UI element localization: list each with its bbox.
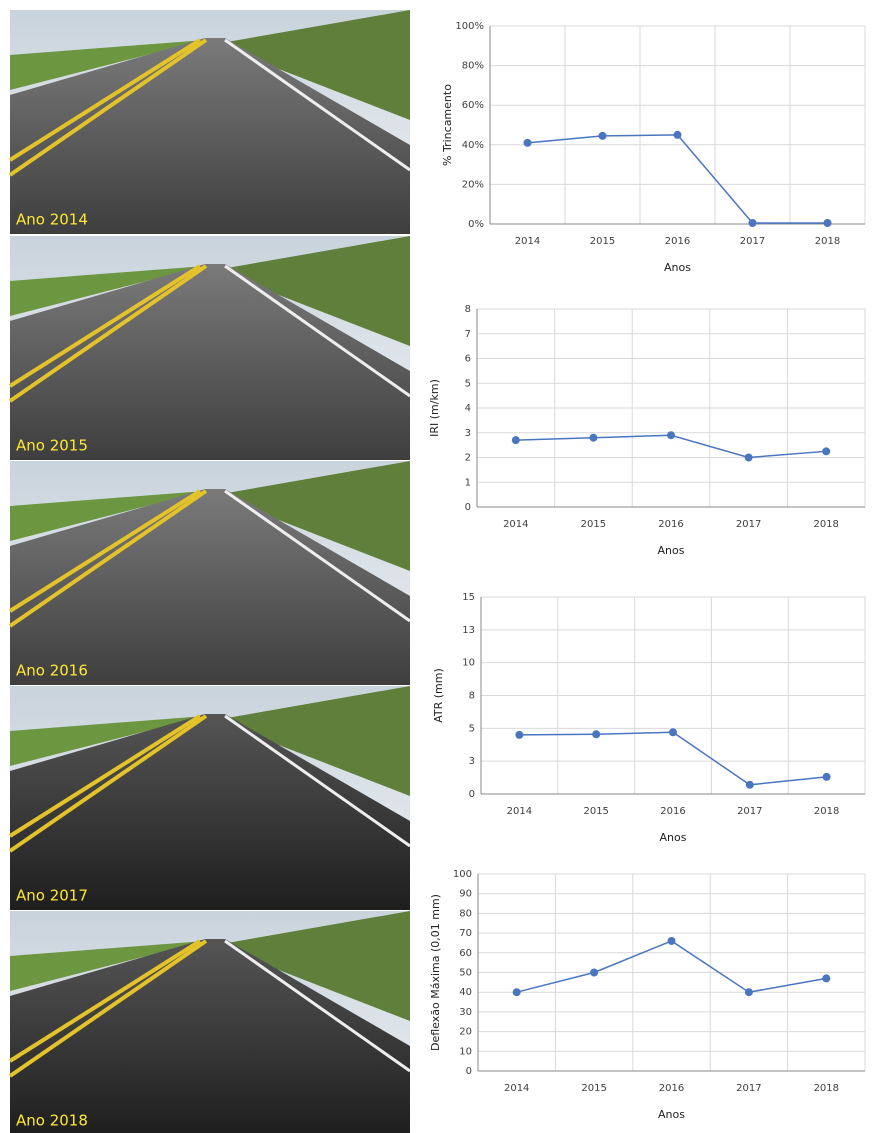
figure: Ano 2014 Ano 2015 Ano 2016 Ano 2017 Ano 2018…: [0, 0, 881, 1133]
photo-label: Ano 2018: [16, 1112, 88, 1130]
y-tick-label: 6: [465, 354, 471, 365]
data-point: [746, 781, 754, 789]
data-line: [519, 732, 826, 785]
y-tick-label: 3: [469, 756, 475, 767]
y-tick-label: 90: [459, 889, 472, 900]
y-tick-label: 5: [469, 723, 475, 734]
y-tick-label: 40: [459, 987, 472, 998]
y-tick-label: 30: [459, 1007, 472, 1018]
data-point: [592, 730, 600, 738]
y-tick-label: 3: [465, 428, 471, 439]
x-tick-label: 2017: [740, 236, 765, 247]
x-tick-label: 2014: [504, 1083, 529, 1094]
road-photo: Ano 2016: [10, 461, 410, 685]
x-tick-label: 2018: [815, 236, 840, 247]
y-tick-label: 13: [462, 625, 475, 636]
y-tick-label: 0: [469, 789, 475, 800]
x-axis-title: Anos: [660, 831, 687, 844]
y-tick-label: 60%: [462, 100, 484, 111]
y-axis-title: ATR (mm): [432, 668, 445, 723]
x-tick-label: 2017: [736, 519, 761, 530]
y-tick-label: 0: [466, 1066, 472, 1077]
road-photo: Ano 2017: [10, 686, 410, 910]
x-tick-label: 2015: [581, 519, 606, 530]
data-point: [589, 434, 597, 442]
x-axis-title: Anos: [664, 261, 691, 274]
data-point: [822, 974, 830, 982]
data-point: [515, 731, 523, 739]
y-tick-label: 20%: [462, 179, 484, 190]
x-tick-label: 2016: [658, 519, 683, 530]
x-tick-label: 2015: [590, 236, 615, 247]
data-point: [824, 219, 832, 227]
data-point: [669, 728, 677, 736]
x-tick-label: 2016: [665, 236, 690, 247]
y-tick-label: 80%: [462, 61, 484, 72]
x-tick-label: 2014: [503, 519, 528, 530]
y-tick-label: 4: [465, 403, 471, 414]
y-tick-label: 8: [465, 304, 471, 315]
data-point: [512, 436, 520, 444]
y-tick-label: 0: [465, 502, 471, 513]
x-axis-title: Anos: [658, 1108, 685, 1121]
y-axis-title: IRI (m/km): [428, 379, 441, 437]
data-point: [745, 454, 753, 462]
data-point: [823, 773, 831, 781]
x-tick-label: 2015: [581, 1083, 606, 1094]
y-tick-label: 8: [469, 691, 475, 702]
y-tick-label: 0%: [468, 219, 484, 230]
road-photo: Ano 2014: [10, 10, 410, 234]
y-tick-label: 5: [465, 378, 471, 389]
y-tick-label: 100: [453, 869, 472, 880]
data-point: [822, 447, 830, 455]
data-point: [749, 219, 757, 227]
y-tick-label: 60: [459, 948, 472, 959]
data-line: [528, 135, 828, 223]
data-point: [590, 969, 598, 977]
photo-label: Ano 2015: [16, 437, 88, 455]
y-tick-label: 100%: [455, 21, 484, 32]
data-point: [524, 139, 532, 147]
x-tick-label: 2014: [515, 236, 540, 247]
data-point: [668, 937, 676, 945]
data-point: [745, 988, 753, 996]
road-photo: Ano 2018: [10, 911, 410, 1133]
y-tick-label: 10: [459, 1046, 472, 1057]
data-point: [674, 131, 682, 139]
y-tick-label: 10: [462, 658, 475, 669]
x-tick-label: 2015: [583, 806, 608, 817]
data-point: [599, 132, 607, 140]
road-photo: Ano 2015: [10, 236, 410, 460]
y-tick-label: 50: [459, 968, 472, 979]
y-axis-title: Deflexão Máxima (0,01 mm): [429, 894, 442, 1051]
y-tick-label: 80: [459, 908, 472, 919]
y-tick-label: 15: [462, 592, 475, 603]
y-tick-label: 2: [465, 453, 471, 464]
photo-label: Ano 2014: [16, 211, 88, 229]
data-point: [513, 988, 521, 996]
data-point: [667, 431, 675, 439]
x-tick-label: 2016: [660, 806, 685, 817]
photo-label: Ano 2016: [16, 662, 88, 680]
y-tick-label: 7: [465, 329, 471, 340]
x-tick-label: 2017: [737, 806, 762, 817]
x-tick-label: 2018: [813, 519, 838, 530]
y-axis-title: % Trincamento: [441, 84, 454, 166]
x-tick-label: 2016: [659, 1083, 684, 1094]
x-axis-title: Anos: [658, 544, 685, 557]
x-tick-label: 2014: [507, 806, 532, 817]
x-tick-label: 2018: [814, 806, 839, 817]
y-tick-label: 1: [465, 477, 471, 488]
y-tick-label: 20: [459, 1027, 472, 1038]
data-line: [517, 941, 827, 992]
y-tick-label: 70: [459, 928, 472, 939]
x-tick-label: 2017: [736, 1083, 761, 1094]
x-tick-label: 2018: [814, 1083, 839, 1094]
y-tick-label: 40%: [462, 140, 484, 151]
photo-label: Ano 2017: [16, 887, 88, 905]
